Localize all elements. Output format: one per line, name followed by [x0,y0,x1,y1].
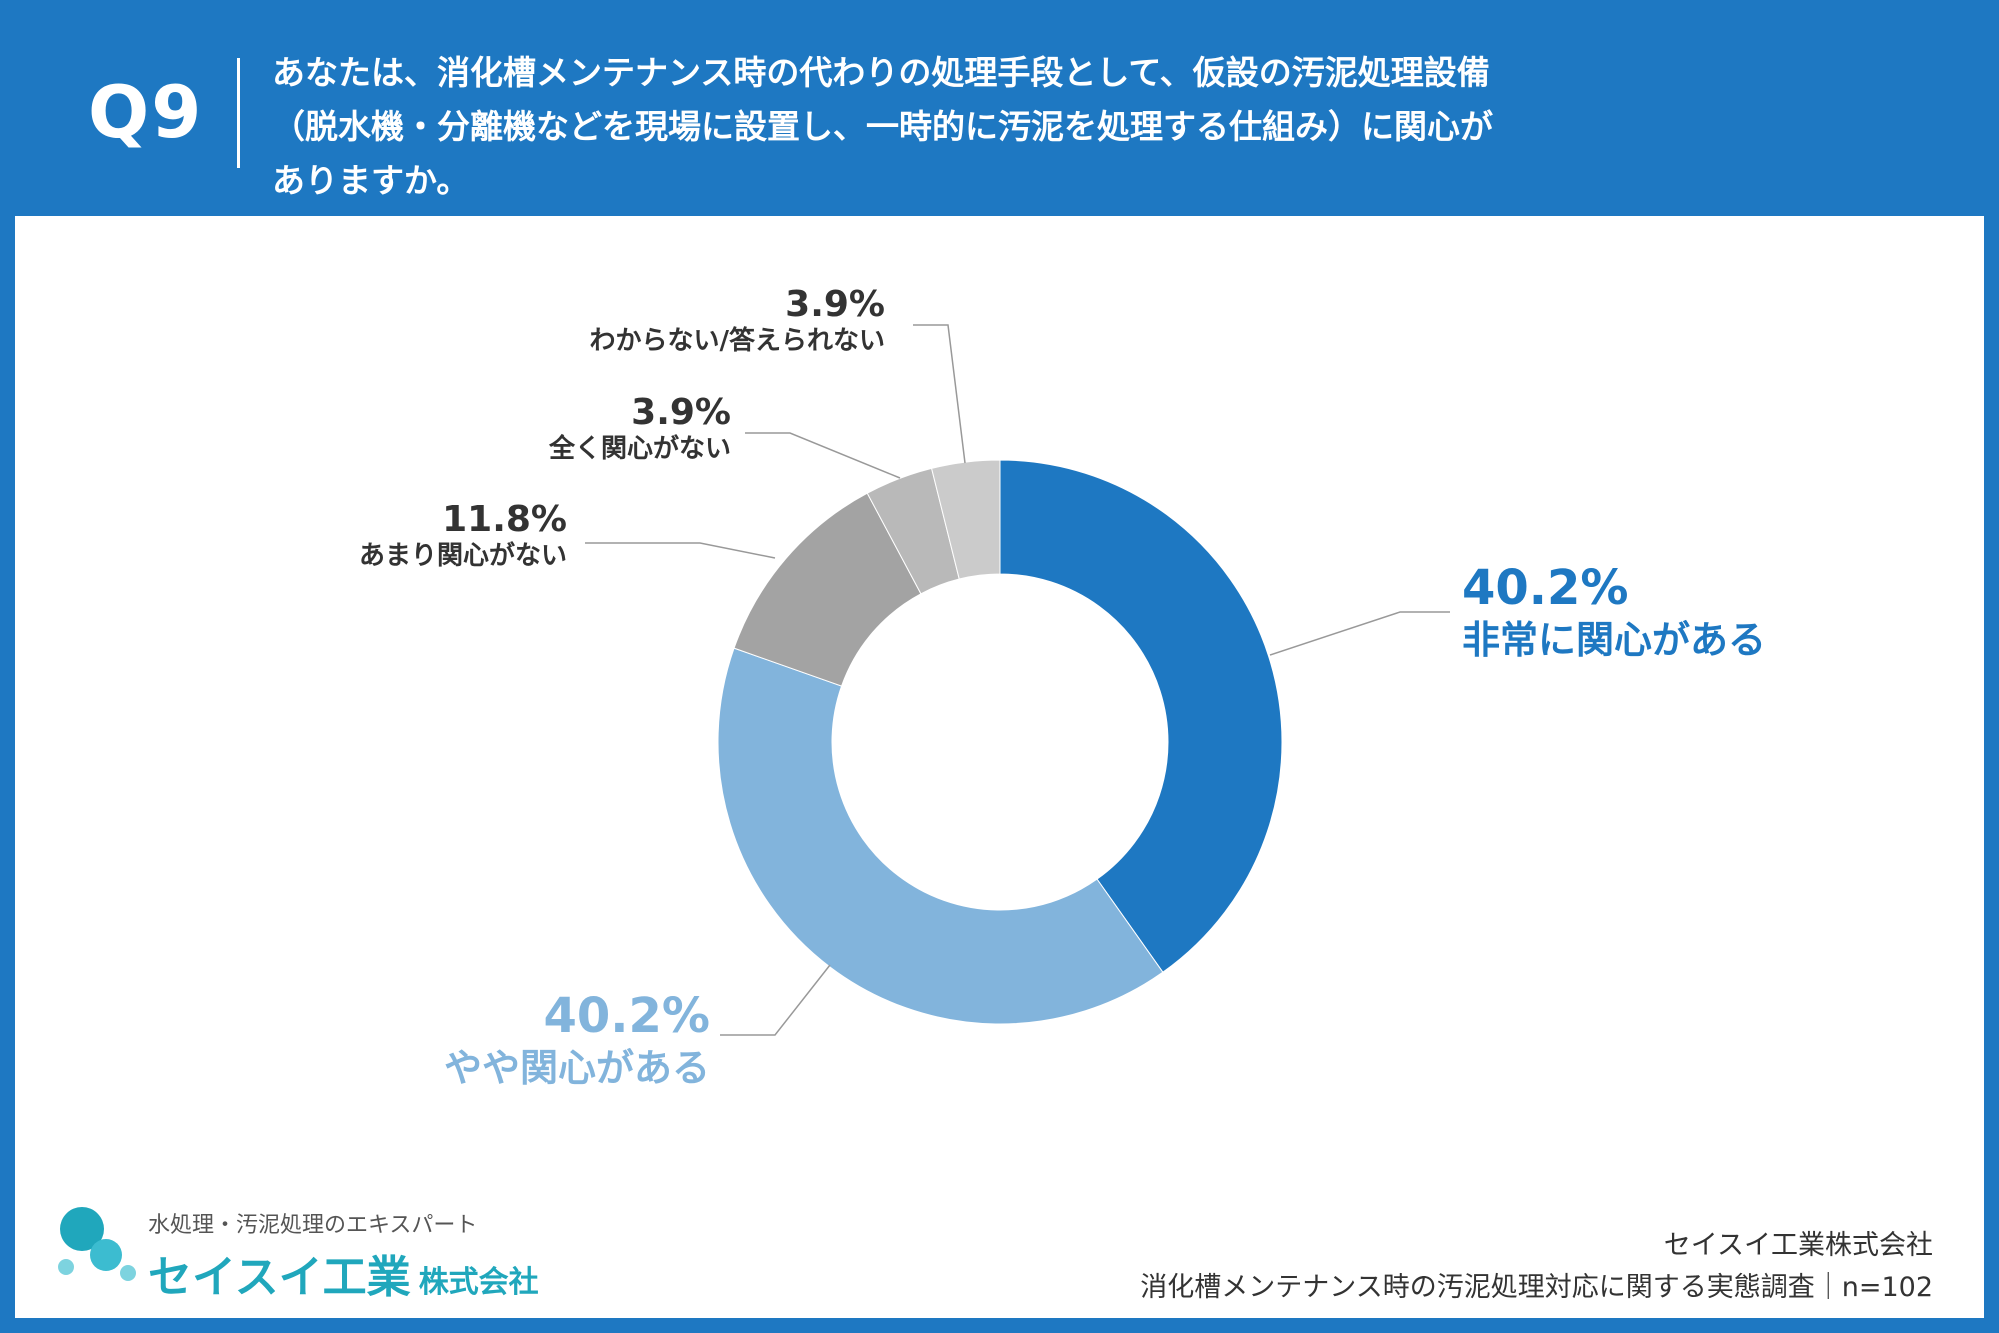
leader-somewhat-interested [720,964,831,1036]
leader-lines [585,324,1450,1036]
credit-company: セイスイ工業株式会社 [1663,1230,1933,1261]
company-logo: 水処理・汚泥処理のエキスパート セイスイ工業 株式会社 [48,1185,608,1305]
brand-main: セイスイ工業 [148,1252,411,1303]
slice-somewhat-interested [717,647,1164,1025]
leader-not-much-interested [585,542,776,559]
survey-credit: セイスイ工業株式会社 消化槽メンテナンス時の汚泥処理対応に関する実態調査｜n=1… [1140,1225,1933,1309]
leader-very-interested [1269,611,1450,656]
label-not-much-interested: 11.8% あまり関心がない [359,500,567,572]
question-number: Q9 [88,70,204,154]
question-line-3: ありますか。 [272,161,470,200]
question-line-1: あなたは、消化槽メンテナンス時の代わりの処理手段として、仮設の汚泥処理設備 [272,53,1490,92]
label-very-interested: 40.2% 非常に関心がある [1462,560,1766,664]
chart-panel [15,216,1984,1318]
label-not-interested-name: 全く関心がない [548,434,731,464]
label-not-interested-pct: 3.9% [631,392,731,433]
label-not-much-interested-pct: 11.8% [442,499,567,540]
label-somewhat-interested: 40.2% やや関心がある [444,988,710,1092]
label-not-interested: 3.9% 全く関心がない [549,393,731,465]
company-tagline: 水処理・汚泥処理のエキスパート [148,1213,478,1238]
label-dont-know-name: わからない/答えられない [589,326,886,356]
logo-bubbles-icon [58,1207,136,1281]
label-dont-know: 3.9% わからない/答えられない [590,285,886,357]
company-brand: セイスイ工業 株式会社 [148,1241,539,1305]
label-dont-know-pct: 3.9% [785,284,885,325]
leader-not-interested [745,432,901,479]
credit-survey: 消化槽メンテナンス時の汚泥処理対応に関する実態調査｜n=102 [1140,1272,1933,1303]
donut-slices [717,459,1283,1025]
header-divider [237,58,240,168]
question-header: Q9 あなたは、消化槽メンテナンス時の代わりの処理手段として、仮設の汚泥処理設備… [0,0,1999,216]
brand-sub: 株式会社 [418,1265,539,1300]
label-very-interested-name: 非常に関心がある [1462,618,1767,662]
label-somewhat-interested-name: やや関心がある [443,1046,710,1090]
slice-very-interested [999,459,1283,973]
question-text: あなたは、消化槽メンテナンス時の代わりの処理手段として、仮設の汚泥処理設備 （脱… [272,46,1812,208]
leader-dont-know [913,324,966,464]
label-very-interested-pct: 40.2% [1462,560,1629,616]
label-not-much-interested-name: あまり関心がない [358,541,567,571]
label-somewhat-interested-pct: 40.2% [543,988,710,1044]
slice-dont-know [930,459,1001,580]
question-line-2: （脱水機・分離機などを現場に設置し、一時的に汚泥を処理する仕組み）に関心が [272,107,1493,146]
